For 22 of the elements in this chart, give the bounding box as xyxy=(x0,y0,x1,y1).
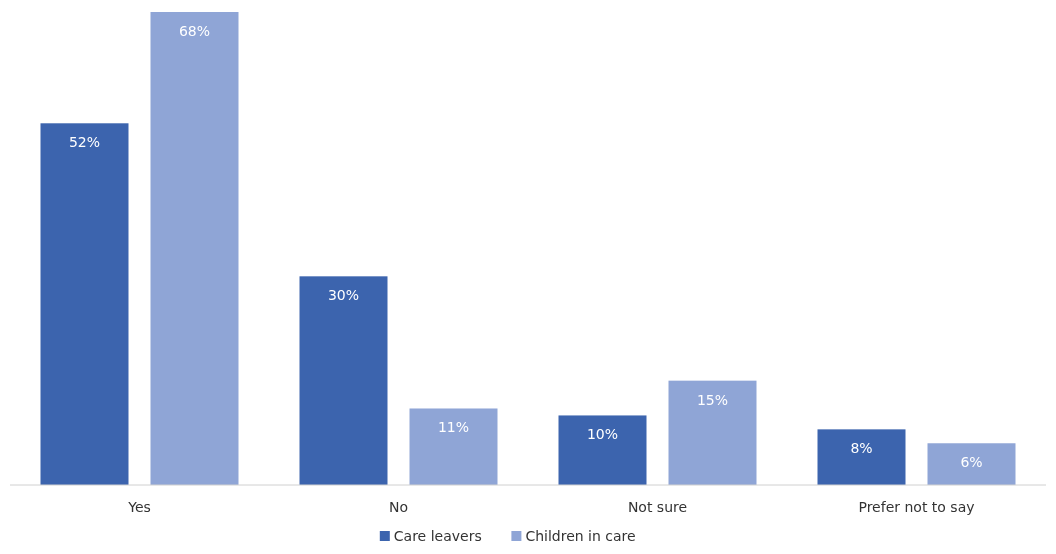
bar xyxy=(40,123,129,485)
bar xyxy=(409,408,498,485)
data-label: 30% xyxy=(327,287,360,304)
data-label: 6% xyxy=(960,454,983,471)
legend-label: Care leavers xyxy=(393,528,482,544)
legend-label: Children in care xyxy=(525,528,636,544)
data-label: 15% xyxy=(696,391,729,408)
bar xyxy=(927,443,1016,485)
data-label: 52% xyxy=(68,134,101,151)
bar xyxy=(558,415,647,485)
bar xyxy=(668,380,757,485)
x-tick-label: Prefer not to say xyxy=(858,499,975,515)
data-label: 10% xyxy=(586,426,619,443)
x-tick-label: Yes xyxy=(127,499,151,515)
data-label: 8% xyxy=(850,440,873,457)
x-tick-label: No xyxy=(388,499,409,515)
bar xyxy=(150,12,239,485)
data-label: 11% xyxy=(437,419,470,436)
data-label: 68% xyxy=(178,23,211,39)
bar xyxy=(817,429,906,485)
x-tick-label: Not sure xyxy=(627,499,688,515)
bar xyxy=(299,276,388,485)
